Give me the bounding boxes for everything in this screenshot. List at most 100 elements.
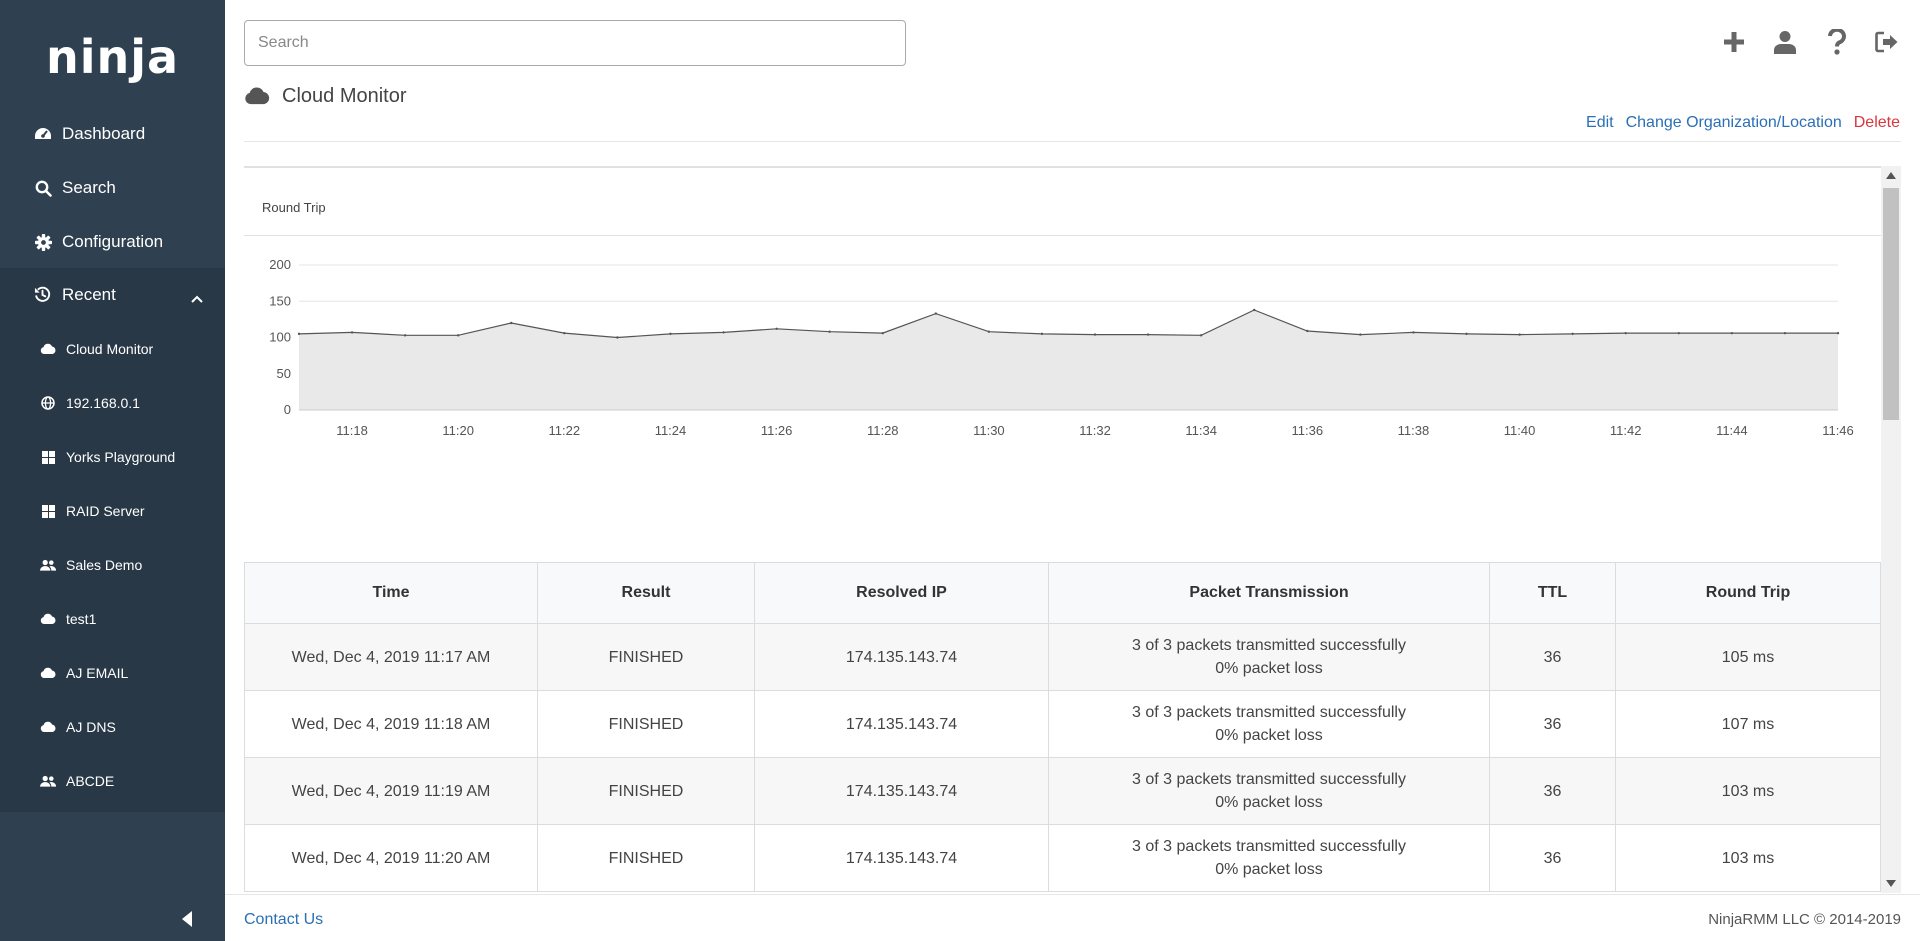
nav-configuration[interactable]: Configuration xyxy=(0,215,225,269)
delete-link[interactable]: Delete xyxy=(1853,114,1900,131)
data-point xyxy=(1677,331,1680,335)
cell-ip: 174.135.143.74 xyxy=(754,690,1049,758)
x-tick-label: 11:46 xyxy=(1822,423,1854,436)
scrollbar-thumb[interactable] xyxy=(1883,188,1899,420)
column-header[interactable]: Packet Transmission xyxy=(1048,562,1490,624)
cell-round-trip: 105 ms xyxy=(1615,623,1881,691)
cell-round-trip: 103 ms xyxy=(1615,824,1881,892)
table-row: Wed, Dec 4, 2019 11:20 AM FINISHED 174.1… xyxy=(244,824,1881,892)
data-point xyxy=(1624,331,1627,335)
recent-item-label: test1 xyxy=(66,611,97,627)
column-header[interactable]: TTL xyxy=(1489,562,1616,624)
footer: Contact Us NinjaRMM LLC © 2014-2019 xyxy=(225,894,1920,941)
x-tick-label: 11:26 xyxy=(761,423,793,436)
y-tick-label: 0 xyxy=(284,402,291,417)
users-icon xyxy=(40,557,56,573)
recent-item-192-168-0-1[interactable]: 192.168.0.1 xyxy=(0,376,225,430)
add-button[interactable] xyxy=(1720,28,1748,56)
vertical-scrollbar[interactable] xyxy=(1881,166,1901,893)
y-tick-label: 50 xyxy=(277,366,291,381)
recent-item-label: 192.168.0.1 xyxy=(66,395,140,411)
recent-item-abcde[interactable]: ABCDE xyxy=(0,754,225,808)
logout-button[interactable] xyxy=(1873,28,1901,56)
search-input[interactable] xyxy=(244,20,906,66)
recent-label: Recent xyxy=(62,285,116,304)
help-button[interactable] xyxy=(1823,28,1851,56)
windows-icon xyxy=(40,503,56,519)
cell-ip: 174.135.143.74 xyxy=(754,824,1049,892)
recent-item-raid-server[interactable]: RAID Server xyxy=(0,484,225,538)
recent-item-label: Yorks Playground xyxy=(66,449,176,465)
users-icon xyxy=(40,773,56,789)
cell-packets: 3 of 3 packets transmitted successfully 0… xyxy=(1048,623,1490,691)
data-point xyxy=(669,332,672,336)
recent-item-label: RAID Server xyxy=(66,503,145,519)
data-point xyxy=(1093,333,1097,336)
nav-search[interactable]: Search xyxy=(0,161,225,215)
packets-text: 3 of 3 packets transmitted successfully xyxy=(1132,704,1406,721)
cloud-icon xyxy=(40,719,56,735)
recent-item-test1[interactable]: test1 xyxy=(0,592,225,646)
table-header-row: Time Result Resolved IP Packet Transmiss… xyxy=(244,562,1881,624)
loss-text: 0% packet loss xyxy=(1215,727,1323,744)
data-point xyxy=(934,312,938,315)
series-area xyxy=(299,310,1838,410)
x-tick-label: 11:28 xyxy=(867,423,899,436)
data-point xyxy=(1359,333,1362,336)
dashboard-icon xyxy=(34,125,52,143)
ninja-logo[interactable]: ninja xyxy=(45,30,180,84)
series-line xyxy=(298,309,1838,339)
x-tick-label: 11:18 xyxy=(336,423,368,436)
cell-round-trip: 103 ms xyxy=(1615,757,1881,825)
change-organization-link[interactable]: Change Organization/Location xyxy=(1625,114,1842,131)
scroll-down-arrow-icon[interactable] xyxy=(1886,880,1896,887)
data-point xyxy=(828,330,831,333)
cell-ttl: 36 xyxy=(1489,757,1616,825)
recent-item-label: Sales Demo xyxy=(66,557,143,573)
nav-dashboard[interactable]: Dashboard xyxy=(0,107,225,161)
gear-icon xyxy=(34,233,52,251)
recent-item-sales-demo[interactable]: Sales Demo xyxy=(0,538,225,592)
plus-icon xyxy=(1724,32,1744,52)
recent-item-aj-email[interactable]: AJ EMAIL xyxy=(0,646,225,700)
scroll-up-arrow-icon[interactable] xyxy=(1886,172,1896,179)
column-header[interactable]: Round Trip xyxy=(1615,562,1881,624)
column-header[interactable]: Resolved IP xyxy=(754,562,1049,624)
collapse-sidebar-button[interactable] xyxy=(180,910,196,928)
data-point xyxy=(722,331,725,334)
cell-ttl: 36 xyxy=(1489,824,1616,892)
nav-dashboard-label: Dashboard xyxy=(62,124,146,143)
recent-item-label: AJ DNS xyxy=(66,719,116,735)
cell-result: FINISHED xyxy=(537,757,755,825)
recent-item-cloud-monitor[interactable]: Cloud Monitor xyxy=(0,322,225,376)
contact-us-link[interactable]: Contact Us xyxy=(244,911,324,928)
edit-link[interactable]: Edit xyxy=(1586,114,1614,131)
data-point xyxy=(987,330,991,333)
cell-time: Wed, Dec 4, 2019 11:20 AM xyxy=(244,824,538,892)
sidebar: ninja Dashboard Search Configuration Rec… xyxy=(0,0,225,941)
column-header[interactable]: Time xyxy=(244,562,538,624)
data-point xyxy=(457,334,460,337)
column-header[interactable]: Result xyxy=(537,562,755,624)
chart-title: Round Trip xyxy=(262,200,326,215)
user-button[interactable] xyxy=(1771,28,1799,56)
round-trip-chart: 0 50 100 150 200 11:18 11:20 11:22 11:24 11:26 11:… xyxy=(269,257,1854,436)
content-scroll-area[interactable]: Round Trip 0 50 100 150 200 11:18 11:20 11:22 11… xyxy=(244,166,1901,893)
packets-text: 3 of 3 packets transmitted successfully xyxy=(1132,637,1406,654)
chevron-up-icon xyxy=(191,288,203,308)
recent-toggle[interactable]: Recent xyxy=(0,268,225,322)
page-title: Cloud Monitor xyxy=(282,84,407,107)
recent-item-aj-dns[interactable]: AJ DNS xyxy=(0,700,225,754)
cell-round-trip: 107 ms xyxy=(1615,690,1881,758)
recent-item-yorks-playground[interactable]: Yorks Playground xyxy=(0,430,225,484)
nav-configuration-label: Configuration xyxy=(62,232,164,251)
data-point xyxy=(350,331,354,334)
cloud-icon xyxy=(40,611,56,627)
data-point xyxy=(1783,331,1787,335)
data-point xyxy=(1253,308,1256,312)
data-point xyxy=(881,331,884,335)
cell-packets: 3 of 3 packets transmitted successfully 0… xyxy=(1048,824,1490,892)
x-tick-label: 11:30 xyxy=(973,423,1005,436)
table-row: Wed, Dec 4, 2019 11:19 AM FINISHED 174.1… xyxy=(244,757,1881,825)
cloud-icon xyxy=(40,665,56,681)
